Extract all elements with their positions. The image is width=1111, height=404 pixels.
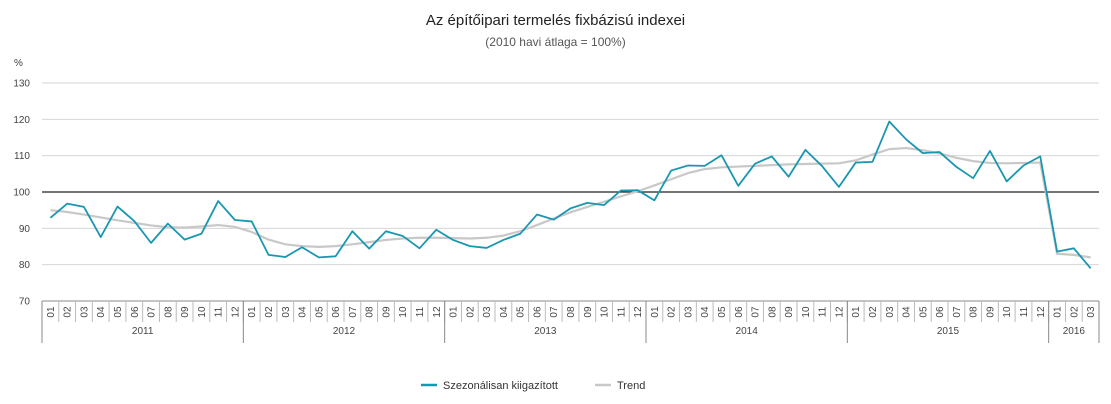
x-tick-label: 01	[46, 306, 57, 318]
legend-label: Trend	[617, 380, 645, 392]
x-tick-label: 01	[851, 306, 862, 318]
x-tick-label: 06	[734, 306, 745, 318]
x-tick-label: 05	[717, 306, 728, 318]
x-tick-label: 12	[834, 306, 845, 318]
x-tick-label: 10	[801, 306, 812, 318]
y-tick-label: 130	[13, 79, 30, 90]
x-tick-label: 10	[398, 306, 409, 318]
x-tick-label: 11	[1019, 306, 1030, 317]
x-tick-label: 04	[298, 306, 309, 318]
x-tick-label: 02	[667, 306, 678, 318]
x-tick-label: 10	[197, 306, 208, 318]
year-label: 2016	[1063, 326, 1086, 337]
legend-item-seasonally-adjusted[interactable]: Szezonálisan kiigazított	[421, 380, 558, 392]
y-tick-label: 90	[19, 224, 31, 235]
legend-item-trend[interactable]: Trend	[595, 380, 645, 392]
x-tick-label: 07	[549, 306, 560, 318]
x-axis: 01 02 03 04 05 06 07 08 09 10 11 12 01 02 03 04 05 06 07 08…	[41, 300, 1100, 343]
x-tick-label: 03	[683, 306, 694, 318]
series-line-seasonally-adjusted	[49, 120, 1092, 269]
x-tick-label: 03	[885, 306, 896, 318]
x-tick-label: 02	[465, 306, 476, 318]
y-tick-label: 100	[13, 188, 30, 199]
x-tick-label: 10	[600, 306, 611, 318]
x-tick-label: 12	[230, 306, 241, 318]
series-lines	[49, 120, 1092, 269]
x-tick-label: 09	[583, 306, 594, 318]
x-tick-label: 08	[767, 306, 778, 318]
x-tick-label: 08	[365, 306, 376, 318]
x-tick-label: 08	[566, 306, 577, 318]
x-tick-label: 08	[969, 306, 980, 318]
x-tick-label: 07	[348, 306, 359, 318]
x-tick-label: 06	[331, 306, 342, 318]
x-tick-label: 02	[1069, 306, 1080, 318]
x-tick-label: 07	[952, 306, 963, 318]
x-tick-label: 04	[96, 306, 107, 318]
x-tick-label: 12	[633, 306, 644, 318]
x-tick-label: 02	[264, 306, 275, 318]
year-label: 2014	[736, 326, 759, 337]
x-tick-label: 01	[650, 306, 661, 318]
x-tick-label: 01	[247, 306, 258, 318]
x-tick-label: 11	[818, 306, 829, 317]
x-tick-label: 07	[147, 306, 158, 318]
x-tick-label: 02	[868, 306, 879, 318]
x-tick-label: 06	[935, 306, 946, 318]
x-tick-label: 09	[381, 306, 392, 318]
x-tick-label: 02	[63, 306, 74, 318]
x-tick-label: 09	[784, 306, 795, 318]
x-tick-label: 05	[113, 306, 124, 318]
y-axis: % 70 80 90 100 110 120 130	[13, 58, 30, 308]
x-tick-label: 06	[130, 306, 141, 318]
series-line-trend	[50, 146, 1091, 259]
y-axis-unit-label: %	[14, 58, 23, 69]
x-tick-label: 06	[532, 306, 543, 318]
x-tick-label: 04	[499, 306, 510, 318]
x-tick-label: 04	[902, 306, 913, 318]
year-label: 2011	[132, 326, 154, 337]
x-tick-label: 04	[700, 306, 711, 318]
year-label: 2012	[333, 326, 356, 337]
x-tick-label: 12	[432, 306, 443, 318]
x-tick-label: 07	[751, 306, 762, 318]
year-label: 2015	[937, 326, 960, 337]
x-tick-label: 03	[1086, 306, 1097, 318]
x-tick-label: 05	[314, 306, 325, 318]
grid-lines	[42, 82, 1099, 302]
x-tick-label: 03	[79, 306, 90, 318]
chart-title: Az építőipari termelés fixbázisú indexei	[425, 12, 686, 29]
y-tick-label: 80	[19, 260, 31, 271]
x-tick-label: 08	[163, 306, 174, 318]
legend-label: Szezonálisan kiigazított	[443, 380, 558, 392]
x-tick-label: 01	[449, 306, 460, 318]
x-tick-label: 12	[1036, 306, 1047, 318]
chart-subtitle: (2010 havi átlaga = 100%)	[485, 35, 626, 49]
y-tick-label: 70	[19, 297, 31, 308]
legend[interactable]: Szezonálisan kiigazított Trend	[421, 380, 645, 392]
x-tick-label: 05	[918, 306, 929, 318]
x-tick-label: 11	[214, 306, 225, 317]
x-tick-label: 11	[415, 306, 426, 317]
x-tick-label: 03	[482, 306, 493, 318]
x-tick-label: 03	[281, 306, 292, 318]
x-tick-label: 11	[616, 306, 627, 317]
year-label: 2013	[534, 326, 557, 337]
x-tick-label: 01	[1053, 306, 1064, 318]
x-tick-label: 10	[1002, 306, 1013, 318]
y-tick-label: 110	[14, 151, 30, 162]
x-tick-label: 09	[180, 306, 191, 318]
x-tick-label: 09	[985, 306, 996, 318]
y-tick-label: 120	[13, 115, 30, 126]
x-tick-label: 05	[516, 306, 527, 318]
